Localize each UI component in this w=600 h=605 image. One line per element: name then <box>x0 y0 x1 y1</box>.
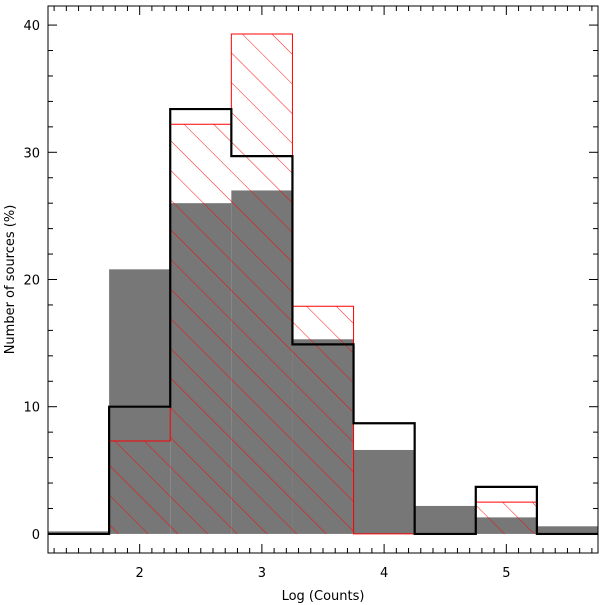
red-hatched-bar <box>170 124 232 534</box>
y-tick-label: 20 <box>23 274 40 289</box>
red-hatched-bar <box>475 502 537 534</box>
red-hatched-bar <box>231 33 293 534</box>
red-hatched-bar <box>109 441 171 534</box>
y-tick-label: 30 <box>23 146 40 161</box>
black-outline-histogram <box>48 107 598 536</box>
y-tick-label: 40 <box>23 19 40 34</box>
y-axis-title: Number of sources (%) <box>3 205 18 355</box>
x-tick-labels: 2 3 4 5 <box>136 566 511 581</box>
gray-bar <box>353 449 415 534</box>
gray-bar <box>48 531 110 534</box>
y-tick-label: 10 <box>23 401 40 416</box>
black-step-line <box>48 107 598 536</box>
x-tick-label: 2 <box>136 566 144 581</box>
x-tick-label: 4 <box>380 566 388 581</box>
gray-bar <box>414 505 476 534</box>
x-axis-title: Log (Counts) <box>282 589 365 604</box>
x-tick-label: 3 <box>258 566 266 581</box>
x-tick-label: 5 <box>502 566 510 581</box>
gray-bar <box>536 526 598 534</box>
red-hatched-bar <box>292 306 354 534</box>
y-tick-label: 0 <box>32 528 40 543</box>
axis-ticks <box>48 6 598 553</box>
y-tick-labels: 0 10 20 30 40 <box>23 19 40 543</box>
